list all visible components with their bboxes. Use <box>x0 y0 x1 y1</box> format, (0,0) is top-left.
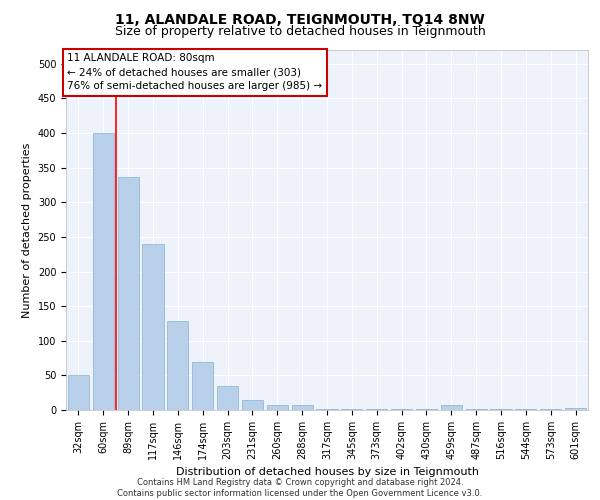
Text: 11, ALANDALE ROAD, TEIGNMOUTH, TQ14 8NW: 11, ALANDALE ROAD, TEIGNMOUTH, TQ14 8NW <box>115 12 485 26</box>
Bar <box>540 408 561 410</box>
Bar <box>490 408 512 410</box>
Bar <box>242 400 263 410</box>
Bar <box>366 408 387 410</box>
X-axis label: Distribution of detached houses by size in Teignmouth: Distribution of detached houses by size … <box>176 468 479 477</box>
Bar <box>142 244 164 410</box>
Bar <box>267 405 288 410</box>
Bar <box>515 408 536 410</box>
Bar <box>391 408 412 410</box>
Text: Size of property relative to detached houses in Teignmouth: Size of property relative to detached ho… <box>115 25 485 38</box>
Bar <box>118 176 139 410</box>
Bar <box>93 133 114 410</box>
Y-axis label: Number of detached properties: Number of detached properties <box>22 142 32 318</box>
Bar <box>565 408 586 410</box>
Bar <box>466 408 487 410</box>
Bar <box>192 362 213 410</box>
Bar <box>68 376 89 410</box>
Text: 11 ALANDALE ROAD: 80sqm
← 24% of detached houses are smaller (303)
76% of semi-d: 11 ALANDALE ROAD: 80sqm ← 24% of detache… <box>67 54 322 92</box>
Bar <box>167 322 188 410</box>
Text: Contains HM Land Registry data © Crown copyright and database right 2024.
Contai: Contains HM Land Registry data © Crown c… <box>118 478 482 498</box>
Bar <box>441 405 462 410</box>
Bar <box>341 408 362 410</box>
Bar <box>292 405 313 410</box>
Bar <box>217 386 238 410</box>
Bar <box>416 408 437 410</box>
Bar <box>316 408 338 410</box>
